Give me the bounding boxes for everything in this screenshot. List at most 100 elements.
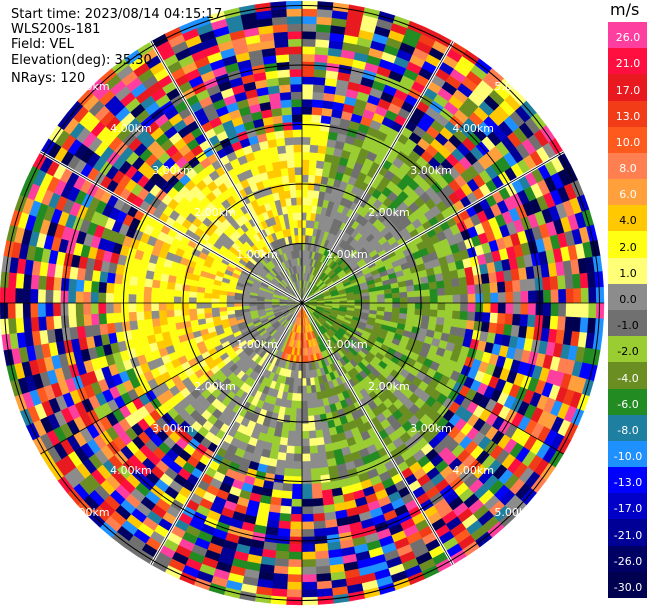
colorbar-unit: m/s xyxy=(610,0,640,19)
ppi-gate xyxy=(295,423,303,432)
ppi-gate xyxy=(307,407,315,417)
ppi-gate xyxy=(580,287,590,304)
ppi-gate xyxy=(312,84,326,93)
ppi-gate xyxy=(293,219,299,229)
ppi-gate xyxy=(188,296,197,304)
ppi-gate xyxy=(22,317,32,333)
ppi-gate xyxy=(98,281,107,293)
ppi-gate xyxy=(284,190,292,199)
ppi-gate xyxy=(481,312,491,323)
ppi-gate xyxy=(297,219,303,228)
ppi-gate xyxy=(497,313,506,325)
ppi-gate xyxy=(281,490,293,500)
ppi-gate xyxy=(466,284,476,295)
ring-label: 1.00km xyxy=(236,248,278,261)
ppi-gate xyxy=(173,309,183,317)
ppi-gate xyxy=(287,559,303,568)
ppi-gate xyxy=(444,286,454,296)
ppi-gate xyxy=(301,566,317,576)
ring-label: 2.00km xyxy=(368,380,410,393)
ppi-gate xyxy=(490,302,499,314)
ppi-gate xyxy=(527,290,537,304)
ppi-gate xyxy=(296,197,303,206)
ppi-gate xyxy=(297,212,303,221)
ppi-gate xyxy=(295,189,303,198)
ppi-gate xyxy=(285,596,303,606)
colorbar-tick-label: 13.0 xyxy=(615,109,641,123)
ppi-gate xyxy=(437,295,446,304)
ppi-gate xyxy=(474,311,484,323)
ppi-gate xyxy=(98,313,107,325)
ppi-gate xyxy=(286,589,303,598)
ppi-gate xyxy=(436,309,446,319)
ppi-gate xyxy=(445,294,454,304)
ring-label: 5.00km xyxy=(494,506,536,519)
ppi-gate xyxy=(143,294,152,304)
ppi-gate xyxy=(406,308,416,316)
ppi-gate xyxy=(520,302,529,316)
ppi-gate xyxy=(113,302,122,314)
ppi-gate xyxy=(288,53,303,62)
ppi-gate xyxy=(278,513,292,522)
ppi-gate xyxy=(308,437,318,447)
colorbar-tick-label: 0.0 xyxy=(619,292,637,306)
ppi-gate xyxy=(414,296,424,304)
ppi-gate xyxy=(465,320,475,331)
ppi-gate xyxy=(407,302,416,310)
ppi-gate xyxy=(315,558,330,568)
ppi-gate xyxy=(301,204,308,213)
ppi-gate xyxy=(272,481,284,491)
ppi-gate xyxy=(280,99,292,108)
ppi-gate xyxy=(292,212,298,221)
ppi-gate xyxy=(466,311,476,322)
ppi-gate xyxy=(573,288,582,304)
ppi-gate xyxy=(317,451,328,461)
ppi-gate xyxy=(512,291,522,304)
ppi-gate xyxy=(489,312,499,324)
ppi-gate xyxy=(273,474,285,484)
ppi-gate xyxy=(301,581,318,591)
ppi-gate xyxy=(421,309,431,317)
ppi-gate xyxy=(196,302,205,309)
ppi-gate xyxy=(114,273,124,285)
ppi-gate xyxy=(120,283,130,295)
ppi-gate xyxy=(97,292,107,304)
ppi-gate xyxy=(460,294,469,304)
ppi-gate xyxy=(285,0,303,10)
ppi-gate xyxy=(294,234,300,244)
ppi-gate xyxy=(22,302,31,318)
ppi-gate xyxy=(316,23,332,33)
ppi-gate xyxy=(474,283,484,295)
ppi-gate xyxy=(307,189,315,199)
ppi-gate xyxy=(313,520,326,530)
ppi-gate xyxy=(22,273,32,289)
ppi-gate xyxy=(289,407,297,417)
ppi-gate xyxy=(317,145,328,155)
ppi-gate xyxy=(429,288,438,297)
ppi-gate xyxy=(311,106,323,116)
ppi-gate xyxy=(297,370,303,379)
ppi-gate xyxy=(290,400,298,409)
ppi-gate xyxy=(105,282,115,294)
ppi-gate xyxy=(271,8,288,18)
ppi-gate xyxy=(475,293,484,304)
ppi-gate xyxy=(274,38,289,48)
ppi-gate xyxy=(301,76,315,85)
ppi-gate xyxy=(295,415,303,425)
ppi-gate xyxy=(319,130,330,140)
ppi-gate xyxy=(436,316,445,326)
ppi-gate xyxy=(7,317,17,334)
ppi-gate xyxy=(52,315,62,330)
nrays-text: NRays: 120 xyxy=(11,71,86,86)
ppi-gate xyxy=(321,428,331,438)
ppi-gate xyxy=(289,68,303,78)
ppi-gate xyxy=(458,319,468,330)
ppi-gate xyxy=(512,302,522,315)
ppi-gate xyxy=(399,297,408,304)
ppi-gate xyxy=(550,289,559,304)
ppi-gate xyxy=(301,423,309,432)
ppi-gate xyxy=(286,581,303,591)
ppi-gate xyxy=(392,297,401,304)
ppi-gate xyxy=(527,302,537,316)
ppi-gate xyxy=(443,317,453,327)
